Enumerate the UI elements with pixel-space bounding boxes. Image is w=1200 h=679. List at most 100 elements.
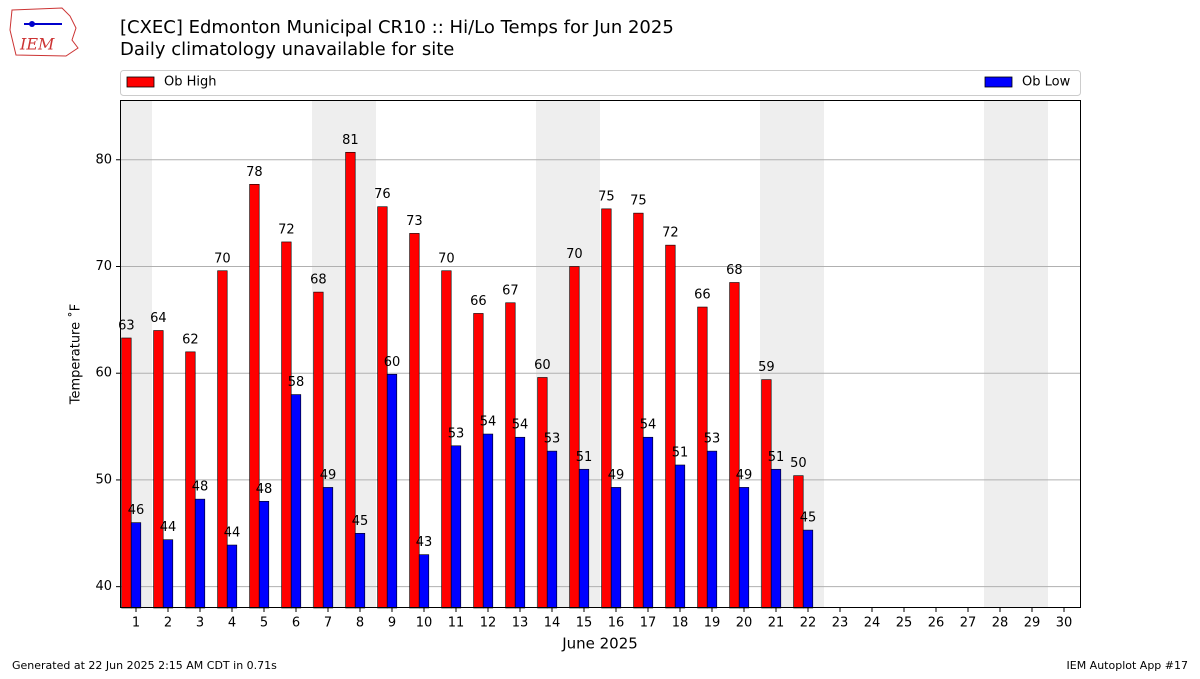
value-label: 53 xyxy=(448,426,465,441)
y-tick-label: 80 xyxy=(95,152,112,167)
value-label: 44 xyxy=(224,526,241,541)
x-tick-label: 4 xyxy=(228,616,236,631)
weekend-shade xyxy=(984,100,1016,608)
bar xyxy=(249,184,260,609)
bar xyxy=(761,379,772,609)
x-tick-label: 28 xyxy=(992,616,1009,631)
value-label: 60 xyxy=(534,358,551,373)
value-label: 49 xyxy=(608,468,625,483)
bar xyxy=(770,468,782,609)
bar xyxy=(313,291,324,609)
value-label: 59 xyxy=(758,360,775,375)
bar xyxy=(418,554,430,609)
value-label: 48 xyxy=(256,482,273,497)
x-tick-label: 16 xyxy=(608,616,625,631)
bar xyxy=(322,487,334,609)
value-label: 68 xyxy=(310,273,327,288)
bar xyxy=(610,487,622,609)
logo-text: IEM xyxy=(19,35,55,54)
value-label: 54 xyxy=(640,418,657,433)
value-label: 75 xyxy=(630,194,647,209)
bar xyxy=(569,266,580,609)
footer-left: Generated at 22 Jun 2025 2:15 AM CDT in … xyxy=(12,659,277,672)
bar xyxy=(450,445,462,609)
x-tick-label: 22 xyxy=(800,616,817,631)
value-label: 51 xyxy=(672,445,689,460)
x-tick-label: 29 xyxy=(1024,616,1041,631)
x-tick-label: 27 xyxy=(960,616,977,631)
x-tick-label: 15 xyxy=(576,616,593,631)
legend-label: Ob Low xyxy=(1022,75,1071,90)
value-label: 67 xyxy=(502,283,519,298)
bar xyxy=(697,306,708,609)
footer-right: IEM Autoplot App #17 xyxy=(1067,659,1189,672)
value-label: 66 xyxy=(470,294,487,309)
x-tick-label: 24 xyxy=(864,616,881,631)
value-label: 54 xyxy=(512,418,529,433)
bar xyxy=(706,450,718,609)
x-axis-label: June 2025 xyxy=(561,635,638,653)
x-tick-label: 25 xyxy=(896,616,913,631)
value-label: 49 xyxy=(320,468,337,483)
bar xyxy=(121,337,132,609)
bar xyxy=(738,487,750,609)
logo: IEM xyxy=(9,7,79,57)
bar xyxy=(281,241,292,609)
value-label: 53 xyxy=(544,432,561,447)
value-label: 44 xyxy=(160,520,177,535)
y-tick-label: 50 xyxy=(95,472,112,487)
legend-swatch xyxy=(984,76,1013,88)
x-tick-label: 3 xyxy=(196,616,204,631)
value-label: 73 xyxy=(406,214,423,229)
value-label: 45 xyxy=(800,511,817,526)
value-label: 76 xyxy=(374,187,391,202)
legend-box xyxy=(120,70,1081,96)
bar xyxy=(217,270,228,609)
bar xyxy=(258,500,270,609)
bar xyxy=(546,450,558,609)
value-label: 51 xyxy=(768,450,785,465)
value-label: 64 xyxy=(150,311,167,326)
bar xyxy=(505,302,516,609)
bar xyxy=(290,394,302,609)
bar xyxy=(130,522,142,609)
value-label: 72 xyxy=(278,222,295,237)
bar xyxy=(729,282,740,609)
value-label: 48 xyxy=(192,480,209,495)
value-label: 66 xyxy=(694,288,711,303)
chart-title: [CXEC] Edmonton Municipal CR10 :: Hi/Lo … xyxy=(120,17,674,38)
value-label: 46 xyxy=(128,503,145,518)
legend-swatch xyxy=(126,76,155,88)
y-tick-label: 60 xyxy=(95,366,112,381)
value-label: 81 xyxy=(342,133,359,148)
plot-frame xyxy=(120,100,1081,608)
x-tick-label: 14 xyxy=(544,616,561,631)
value-label: 51 xyxy=(576,450,593,465)
value-label: 53 xyxy=(704,432,721,447)
value-label: 58 xyxy=(288,375,305,390)
x-tick-label: 13 xyxy=(512,616,529,631)
value-label: 78 xyxy=(246,165,263,180)
bar xyxy=(802,529,814,609)
value-label: 60 xyxy=(384,355,401,370)
legend-label: Ob High xyxy=(164,75,217,90)
bar xyxy=(514,436,526,609)
chart-subtitle: Daily climatology unavailable for site xyxy=(120,39,454,60)
y-axis-label: Temperature ˚F xyxy=(68,304,84,405)
value-label: 54 xyxy=(480,415,497,430)
bar xyxy=(642,436,654,609)
bar xyxy=(793,475,804,609)
x-tick-label: 6 xyxy=(292,616,300,631)
x-tick-label: 7 xyxy=(324,616,332,631)
value-label: 63 xyxy=(118,318,135,333)
value-label: 68 xyxy=(726,263,743,278)
bar xyxy=(665,244,676,609)
x-tick-label: 26 xyxy=(928,616,945,631)
bar xyxy=(354,532,366,609)
value-label: 62 xyxy=(182,332,199,347)
bar xyxy=(386,373,398,609)
x-tick-label: 11 xyxy=(448,616,465,631)
bar xyxy=(345,151,356,609)
bar xyxy=(377,206,388,609)
